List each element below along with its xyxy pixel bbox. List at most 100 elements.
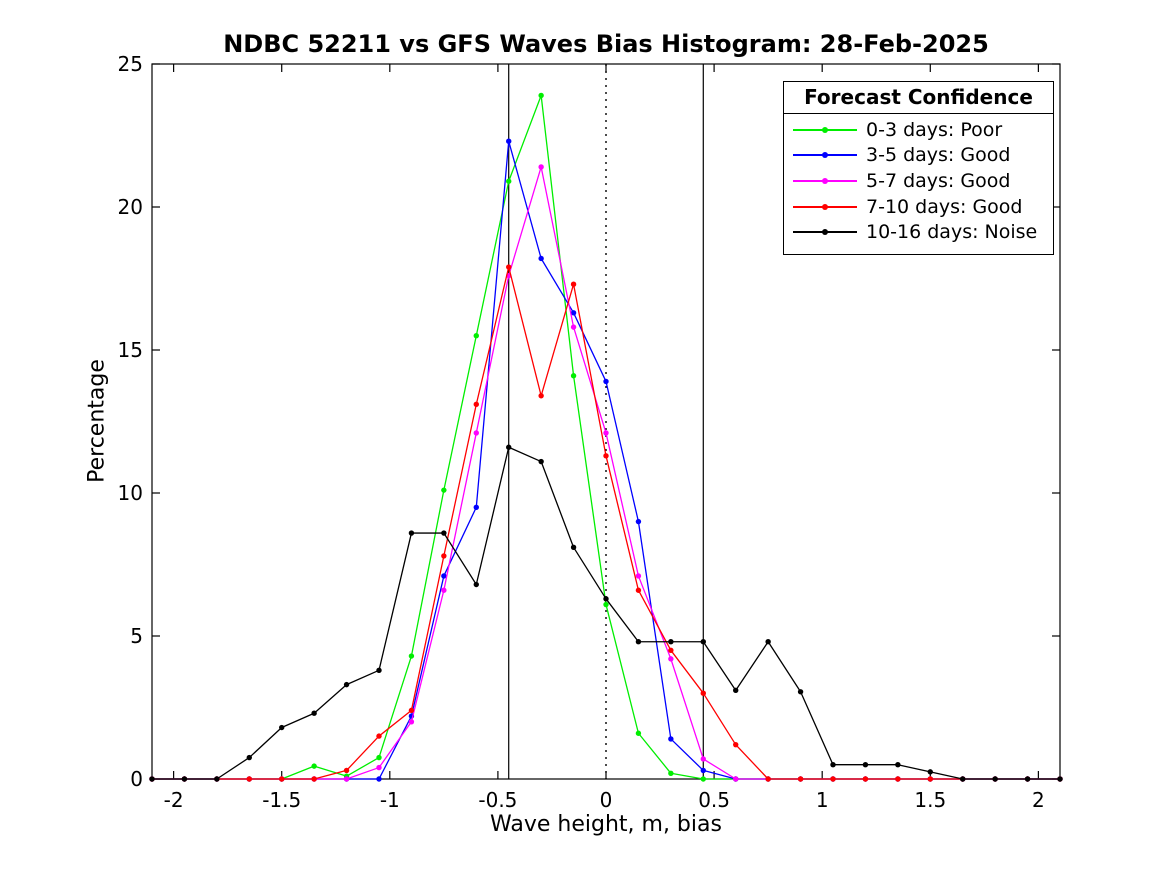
data-point-marker bbox=[506, 264, 512, 270]
data-point-marker bbox=[927, 769, 933, 775]
series-7-10-days-good bbox=[149, 264, 1063, 782]
data-point-marker bbox=[506, 138, 512, 144]
data-point-marker bbox=[506, 178, 512, 184]
data-point-marker bbox=[311, 710, 317, 716]
data-point-marker bbox=[570, 324, 577, 330]
y-tick-label: 5 bbox=[130, 624, 143, 648]
legend-entries: 0-3 days: Poor 3-5 days: Good 5-7 days: Go… bbox=[784, 114, 1053, 245]
data-point-marker bbox=[1057, 776, 1063, 782]
legend-entry: 3-5 days: Good bbox=[784, 143, 1053, 169]
data-point-marker bbox=[668, 736, 674, 742]
data-point-marker bbox=[895, 776, 901, 782]
data-point-marker bbox=[343, 776, 350, 782]
data-point-marker bbox=[408, 653, 415, 659]
x-tick-label: 1.5 bbox=[914, 788, 946, 812]
data-point-marker bbox=[473, 430, 479, 436]
data-point-marker bbox=[214, 776, 220, 782]
legend-line-sample bbox=[793, 228, 857, 236]
legend-line-sample bbox=[793, 151, 857, 159]
data-point-marker bbox=[441, 487, 447, 493]
y-tick-label: 10 bbox=[118, 481, 143, 505]
data-point-marker bbox=[538, 92, 544, 99]
legend-marker-icon bbox=[822, 203, 828, 210]
data-point-marker bbox=[311, 776, 317, 782]
data-point-marker bbox=[376, 667, 382, 674]
y-tick-label: 20 bbox=[118, 195, 143, 219]
data-point-marker bbox=[376, 754, 382, 761]
data-point-marker bbox=[376, 764, 382, 771]
data-point-marker bbox=[603, 430, 609, 436]
data-point-marker bbox=[603, 378, 609, 385]
data-point-marker bbox=[635, 730, 642, 736]
data-point-marker bbox=[149, 776, 155, 782]
data-point-marker bbox=[343, 767, 350, 774]
x-tick-label: -2 bbox=[164, 788, 184, 812]
y-axis-ticks: 0 5 10 15 20 25 bbox=[118, 52, 1060, 791]
data-point-marker bbox=[279, 724, 285, 731]
data-point-marker bbox=[797, 689, 804, 695]
data-point-marker bbox=[765, 639, 771, 645]
data-point-marker bbox=[506, 444, 512, 450]
x-tick-label: -1 bbox=[380, 788, 400, 812]
legend-entry-label: 10-16 days: Noise bbox=[866, 221, 1038, 244]
data-point-marker bbox=[473, 333, 479, 339]
y-tick-label: 0 bbox=[130, 767, 143, 791]
data-point-marker bbox=[603, 596, 609, 602]
legend-entry-label: 0-3 days: Poor bbox=[866, 118, 1003, 141]
data-point-marker bbox=[635, 587, 642, 593]
data-point-marker bbox=[538, 458, 544, 465]
series-5-7-days-good bbox=[149, 164, 1063, 782]
data-point-marker bbox=[538, 164, 544, 170]
data-point-marker bbox=[700, 767, 706, 774]
data-point-marker bbox=[570, 310, 577, 316]
legend-entry-label: 7-10 days: Good bbox=[866, 195, 1023, 218]
x-tick-label: -1.5 bbox=[262, 788, 301, 812]
x-axis-label: Wave height, m, bias bbox=[490, 812, 722, 837]
reference-lines bbox=[508, 64, 704, 779]
data-point-marker bbox=[862, 762, 869, 768]
legend-entry: 5-7 days: Good bbox=[784, 168, 1053, 194]
data-point-marker bbox=[830, 776, 836, 782]
data-point-marker bbox=[635, 518, 642, 525]
data-point-marker bbox=[246, 776, 252, 782]
legend-marker-icon bbox=[822, 177, 828, 184]
legend-title: Forecast Confidence bbox=[784, 82, 1053, 114]
legend: Forecast Confidence 0-3 days: Poor 3-5 da… bbox=[783, 81, 1054, 255]
x-axis-ticks: -2 -1.5 -1 -0.5 0 0.5 1 1.5 2 bbox=[164, 64, 1045, 812]
data-point-marker bbox=[830, 762, 836, 768]
data-point-marker bbox=[408, 530, 415, 536]
series-10-16-days-noise bbox=[149, 444, 1063, 782]
data-point-marker bbox=[895, 762, 901, 768]
data-point-marker bbox=[862, 776, 869, 782]
data-point-marker bbox=[473, 401, 479, 408]
data-point-marker bbox=[992, 776, 998, 782]
x-tick-label: 2 bbox=[1032, 788, 1045, 812]
data-point-marker bbox=[311, 763, 317, 769]
data-point-marker bbox=[700, 690, 706, 696]
x-tick-label: 0 bbox=[600, 788, 613, 812]
data-point-marker bbox=[733, 741, 739, 748]
y-tick-label: 15 bbox=[118, 338, 143, 362]
data-point-marker bbox=[797, 776, 804, 782]
data-point-marker bbox=[279, 776, 285, 782]
data-point-marker bbox=[181, 776, 188, 782]
legend-entry: 7-10 days: Good bbox=[784, 194, 1053, 220]
legend-entry: 0-3 days: Poor bbox=[784, 117, 1053, 143]
data-point-marker bbox=[441, 587, 447, 593]
x-tick-label: 1 bbox=[816, 788, 829, 812]
legend-line-sample bbox=[793, 126, 857, 134]
data-point-marker bbox=[376, 776, 382, 782]
data-point-marker bbox=[441, 573, 447, 579]
data-point-marker bbox=[408, 719, 415, 725]
data-point-marker bbox=[668, 770, 674, 776]
data-point-marker bbox=[733, 776, 739, 782]
data-point-marker bbox=[765, 776, 771, 782]
data-point-marker bbox=[246, 754, 252, 761]
data-point-marker bbox=[635, 639, 642, 645]
x-tick-label: -0.5 bbox=[478, 788, 517, 812]
legend-line-sample bbox=[793, 177, 857, 185]
legend-marker-icon bbox=[822, 126, 828, 133]
data-point-marker bbox=[927, 776, 933, 782]
data-point-marker bbox=[668, 647, 674, 653]
data-point-marker bbox=[635, 573, 642, 579]
